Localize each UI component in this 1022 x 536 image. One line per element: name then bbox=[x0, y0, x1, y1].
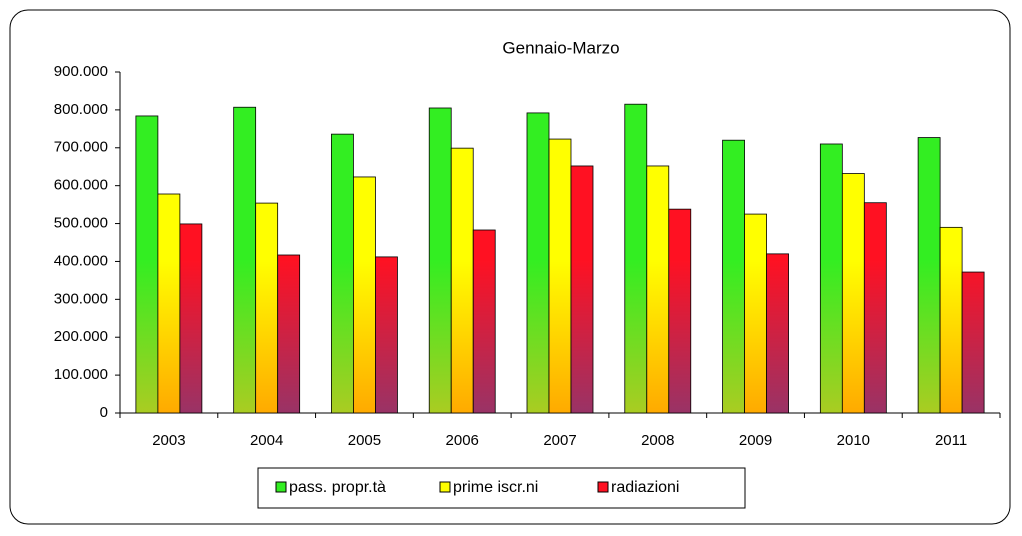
bar bbox=[375, 256, 398, 414]
x-tick-label: 2007 bbox=[543, 432, 576, 449]
x-tick-label: 2010 bbox=[837, 432, 870, 449]
bar bbox=[722, 139, 745, 414]
bar bbox=[135, 115, 159, 414]
x-tick-label: 2006 bbox=[446, 432, 479, 449]
y-tick-label: 300.000 bbox=[54, 290, 108, 307]
bar bbox=[472, 229, 496, 414]
legend-box bbox=[257, 467, 746, 509]
y-tick-label: 0 bbox=[100, 404, 108, 421]
bar bbox=[841, 173, 865, 414]
y-tick-label: 900.000 bbox=[54, 63, 108, 80]
bar bbox=[428, 107, 452, 414]
y-tick-label: 200.000 bbox=[54, 328, 108, 345]
bar bbox=[570, 165, 594, 414]
bar bbox=[179, 223, 203, 414]
bar bbox=[668, 208, 692, 414]
y-tick-label: 100.000 bbox=[54, 366, 108, 383]
x-tick-label: 2011 bbox=[935, 432, 967, 449]
x-tick-label: 2009 bbox=[739, 432, 772, 449]
bar bbox=[766, 253, 789, 414]
bar bbox=[624, 103, 648, 414]
y-tick-label: 400.000 bbox=[54, 252, 108, 269]
bar bbox=[939, 226, 963, 414]
x-tick-label: 2008 bbox=[641, 432, 674, 449]
bar bbox=[157, 193, 181, 414]
bar bbox=[548, 138, 572, 414]
x-tick-label: 2004 bbox=[250, 432, 283, 449]
bar bbox=[526, 112, 550, 414]
bar bbox=[353, 176, 376, 414]
bar bbox=[331, 133, 354, 414]
bar bbox=[450, 147, 474, 414]
bar bbox=[744, 213, 767, 414]
y-tick-label: 800.000 bbox=[54, 101, 108, 118]
legend-label: radiazioni bbox=[611, 479, 679, 496]
legend-swatch bbox=[597, 481, 609, 493]
bar bbox=[917, 137, 941, 414]
bar bbox=[961, 271, 985, 414]
y-tick-label: 700.000 bbox=[54, 139, 108, 156]
bar bbox=[646, 165, 670, 414]
x-tick-label: 2005 bbox=[348, 432, 381, 449]
bar bbox=[819, 143, 843, 414]
legend-label: prime iscr.ni bbox=[453, 479, 538, 496]
bar bbox=[233, 106, 257, 414]
y-tick-label: 500.000 bbox=[54, 215, 108, 232]
legend-swatch bbox=[275, 481, 287, 493]
bar bbox=[277, 254, 301, 414]
chart-title: Gennaio-Marzo bbox=[502, 38, 619, 57]
bar bbox=[255, 202, 279, 414]
bar bbox=[863, 202, 887, 414]
legend-label: pass. propr.tà bbox=[289, 479, 386, 496]
y-tick-label: 600.000 bbox=[54, 177, 108, 194]
x-tick-label: 2003 bbox=[152, 432, 185, 449]
legend-swatch bbox=[439, 481, 451, 493]
